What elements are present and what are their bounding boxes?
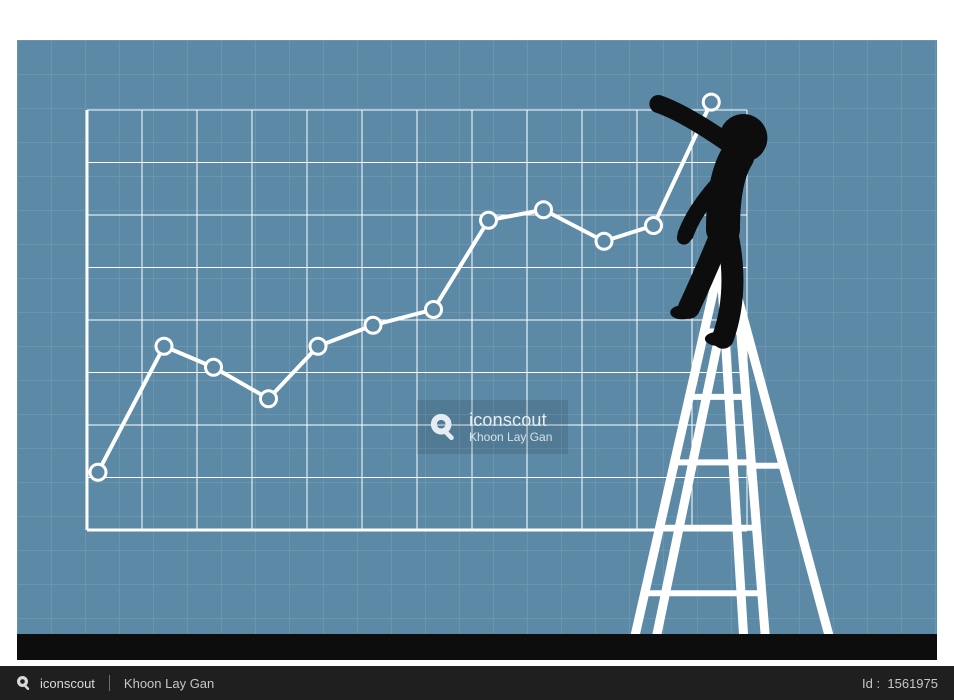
stage: iconscout Khoon Lay Gan iconscout Khoon …: [0, 0, 954, 700]
footer-id: Id : 1561975: [862, 676, 938, 691]
divider: [109, 675, 110, 691]
footer-brand: iconscout: [40, 676, 95, 691]
iconscout-logo-icon: [429, 412, 459, 442]
footer-bar: iconscout Khoon Lay Gan Id : 1561975: [0, 666, 954, 700]
businessman-figure-icon: [655, 110, 825, 340]
watermark-author: Khoon Lay Gan: [469, 431, 552, 445]
footer-author: Khoon Lay Gan: [124, 676, 214, 691]
iconscout-logo-icon: [16, 675, 32, 691]
watermark-brand: iconscout: [469, 410, 552, 431]
illustration: iconscout Khoon Lay Gan: [17, 40, 937, 660]
watermark-center: iconscout Khoon Lay Gan: [417, 400, 568, 454]
footer-id-label: Id: [862, 676, 873, 691]
footer-id-value: 1561975: [887, 676, 938, 691]
floor-bar: [17, 634, 937, 660]
